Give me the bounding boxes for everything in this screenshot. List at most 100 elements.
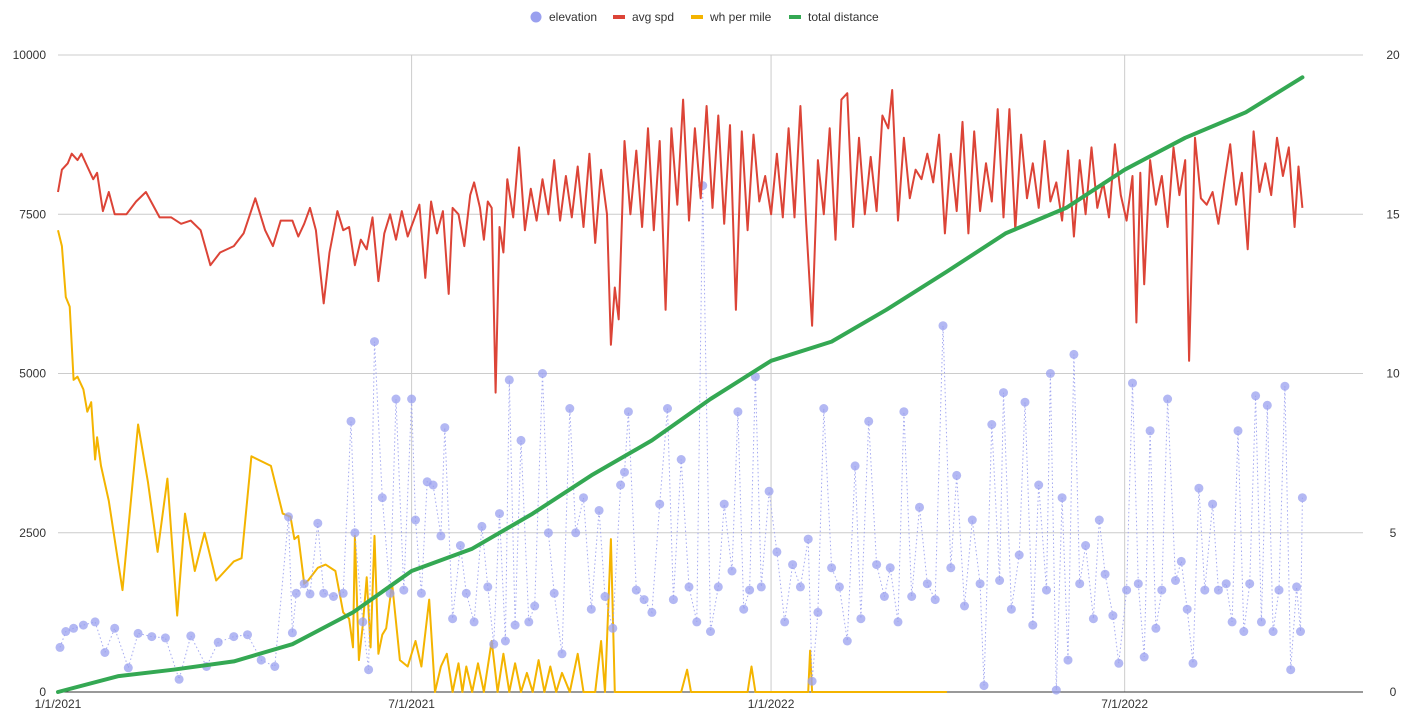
elevation-point bbox=[61, 627, 71, 636]
legend: elevation avg spd wh per mile total distanc… bbox=[530, 10, 879, 24]
elevation-point bbox=[733, 407, 743, 417]
legend-swatch-total-distance bbox=[789, 15, 801, 19]
elevation-point bbox=[1286, 665, 1296, 675]
elevation-point bbox=[1075, 579, 1085, 589]
elevation-point bbox=[952, 470, 962, 480]
elevation-point bbox=[1045, 369, 1055, 378]
elevation-point bbox=[243, 630, 252, 640]
elevation-point bbox=[174, 674, 184, 684]
left-axis-tick-label: 2500 bbox=[19, 526, 46, 540]
elevation-point bbox=[543, 528, 553, 538]
elevation-point bbox=[313, 518, 323, 528]
left-axis-tick-label: 7500 bbox=[19, 207, 46, 221]
elevation-point bbox=[803, 534, 813, 544]
elevation-point bbox=[620, 467, 629, 477]
elevation-point bbox=[160, 633, 170, 643]
elevation-point bbox=[229, 632, 239, 642]
elevation-point bbox=[899, 407, 909, 417]
elevation-point bbox=[907, 592, 917, 601]
elevation-point bbox=[364, 665, 374, 675]
elevation-point bbox=[524, 617, 534, 627]
series-avg-spd bbox=[57, 89, 1304, 394]
elevation-point bbox=[133, 628, 143, 638]
elevation-point bbox=[594, 506, 604, 515]
elevation-point bbox=[350, 528, 360, 538]
elevation-point bbox=[1042, 585, 1051, 595]
elevation-point bbox=[147, 632, 157, 642]
elevation-point bbox=[780, 617, 790, 627]
elevation-point bbox=[1051, 685, 1061, 695]
elevation-point bbox=[893, 617, 903, 627]
elevation-point bbox=[795, 582, 805, 592]
legend-swatch-avg-spd bbox=[613, 15, 625, 19]
elevation-point bbox=[1194, 483, 1204, 493]
legend-label-total-distance: total distance bbox=[808, 10, 879, 24]
legend-label-avg-spd: avg spd bbox=[632, 10, 674, 24]
elevation-point bbox=[329, 592, 338, 601]
elevation-point bbox=[1100, 569, 1110, 579]
elevation-point bbox=[1256, 617, 1266, 627]
elevation-point bbox=[764, 486, 774, 496]
elevation-point bbox=[305, 589, 315, 599]
elevation-point bbox=[872, 560, 882, 570]
elevation-point bbox=[123, 663, 133, 673]
elevation-point bbox=[319, 588, 329, 598]
elevation-point bbox=[995, 576, 1005, 585]
elevation-point bbox=[586, 604, 596, 614]
elevation-point bbox=[745, 585, 755, 595]
elevation-point bbox=[772, 547, 782, 557]
axes: 0 0 2500 5 5000 10 7500 15 10000 20 1/1/2021 7/1/20… bbox=[13, 48, 1400, 711]
elevation-point bbox=[90, 617, 100, 627]
elevation-point bbox=[987, 420, 997, 429]
elevation-point bbox=[1296, 627, 1305, 636]
legend-swatch-elevation bbox=[530, 11, 542, 23]
left-axis-tick-label: 0 bbox=[39, 685, 46, 699]
elevation-point bbox=[256, 655, 266, 665]
elevation-point bbox=[477, 521, 487, 531]
elevation-point bbox=[1239, 627, 1249, 636]
elevation-point bbox=[338, 588, 348, 598]
elevation-point bbox=[391, 394, 401, 404]
elevation-point bbox=[879, 592, 889, 601]
elevation-point bbox=[623, 407, 633, 417]
elevation-point bbox=[1171, 576, 1180, 585]
elevation-point bbox=[516, 435, 526, 445]
elevation-point bbox=[538, 369, 547, 378]
elevation-point bbox=[1088, 614, 1098, 624]
series-wh-per-mile bbox=[57, 229, 947, 693]
legend-label-wh-per-mile: wh per mile bbox=[709, 10, 772, 24]
elevation-dotted-line bbox=[59, 185, 1303, 691]
elevation-point bbox=[1297, 493, 1307, 503]
elevation-point bbox=[483, 582, 493, 592]
elevation-point bbox=[975, 579, 985, 589]
elevation-point bbox=[1245, 579, 1255, 589]
elevation-point bbox=[713, 582, 723, 592]
elevation-point bbox=[1251, 391, 1261, 401]
elevation-point bbox=[110, 623, 120, 633]
elevation-point bbox=[684, 582, 694, 592]
elevation-point bbox=[1262, 400, 1272, 410]
elevation-point bbox=[1280, 381, 1290, 391]
left-axis-tick-label: 5000 bbox=[19, 367, 46, 381]
elevation-point bbox=[55, 642, 65, 652]
elevation-point bbox=[960, 601, 969, 611]
elevation-point bbox=[358, 617, 368, 627]
elevation-point bbox=[915, 502, 924, 512]
elevation-point bbox=[489, 639, 499, 649]
avg-spd-line bbox=[57, 89, 1304, 394]
elevation-point bbox=[946, 563, 956, 573]
elevation-point bbox=[579, 493, 588, 503]
elevation-point bbox=[647, 607, 657, 617]
elevation-point bbox=[571, 528, 581, 538]
elevation-point bbox=[500, 636, 510, 646]
elevation-point bbox=[69, 623, 79, 633]
elevation-point bbox=[565, 404, 575, 413]
elevation-point bbox=[1208, 499, 1218, 509]
elevation-point bbox=[668, 595, 678, 605]
elevation-point bbox=[1122, 585, 1132, 595]
elevation-point bbox=[727, 566, 737, 576]
elevation-point bbox=[608, 623, 618, 633]
elevation-point bbox=[557, 649, 567, 659]
elevation-point bbox=[639, 595, 649, 605]
x-axis-tick-label: 7/1/2021 bbox=[388, 697, 435, 711]
